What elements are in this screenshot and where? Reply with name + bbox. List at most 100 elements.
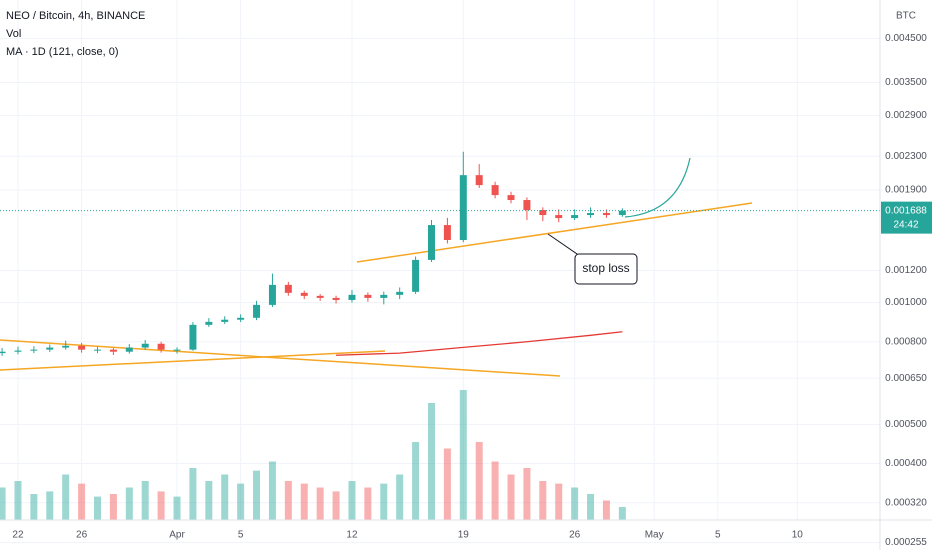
- candle-body: [205, 321, 213, 325]
- candle-body: [173, 349, 181, 351]
- volume-bar: [412, 442, 420, 520]
- y-tick-label: 0.002300: [885, 151, 927, 162]
- volume-bar: [253, 470, 261, 520]
- candle-body: [491, 185, 499, 196]
- volume-bar: [555, 483, 563, 520]
- volume-bar: [364, 487, 372, 520]
- candle-body: [571, 215, 579, 219]
- x-tick-label: 26: [569, 530, 581, 541]
- chart-title: NEO / Bitcoin, 4h, BINANCE: [6, 10, 145, 22]
- candle-body: [93, 349, 101, 351]
- volume-bar: [459, 390, 467, 520]
- candle-body: [284, 284, 292, 293]
- candle-body: [141, 343, 149, 348]
- y-tick-label: 0.002900: [885, 110, 927, 121]
- volume-bar: [78, 483, 86, 520]
- candle-body: [109, 349, 117, 352]
- volume-bar: [189, 468, 197, 520]
- volume-bar: [173, 496, 181, 520]
- candle-body: [555, 215, 563, 219]
- ma-legend: MA · 1D (121, close, 0): [6, 46, 119, 58]
- candle-body: [14, 350, 22, 352]
- volume-bar: [221, 474, 229, 520]
- candle-body: [332, 297, 340, 300]
- volume-bar: [571, 487, 579, 520]
- volume-bar: [0, 487, 6, 520]
- y-tick-label: 0.003500: [885, 77, 927, 88]
- grid: [0, 0, 880, 544]
- candle-body: [427, 225, 435, 260]
- candle-body: [587, 213, 595, 216]
- volume-pane: [0, 390, 626, 520]
- volume-bar: [587, 494, 595, 520]
- y-tick-label: 0.004500: [885, 33, 927, 44]
- volume-bar: [427, 403, 435, 520]
- volume-bar: [237, 483, 245, 520]
- y-tick-label: 0.001900: [885, 184, 927, 195]
- candle-body: [364, 294, 372, 298]
- volume-bar: [93, 496, 101, 520]
- volume-bar: [475, 442, 483, 520]
- candle-body: [316, 295, 324, 298]
- volume-bar: [332, 491, 340, 520]
- countdown-label: 24:42: [893, 219, 918, 230]
- x-tick-label: Apr: [169, 530, 185, 541]
- candle-body: [507, 195, 515, 201]
- volume-bar: [618, 507, 626, 520]
- volume-bar: [396, 474, 404, 520]
- last-price-label: 0.001688: [885, 205, 927, 216]
- volume-legend: Vol: [6, 28, 21, 40]
- volume-bar: [380, 483, 388, 520]
- volume-bar: [125, 487, 133, 520]
- candle-body: [523, 200, 531, 211]
- volume-bar: [141, 481, 149, 520]
- last-price-tag: [881, 201, 932, 234]
- candle-body: [348, 294, 356, 300]
- x-tick-label: 12: [346, 530, 358, 541]
- candle-body: [253, 304, 261, 318]
- candle-body: [189, 324, 197, 350]
- candle-body: [237, 317, 245, 320]
- volume-bar: [539, 481, 547, 520]
- candle-body: [412, 259, 420, 292]
- volume-bar: [284, 481, 292, 520]
- candle-body: [30, 349, 38, 351]
- candle-body: [125, 347, 133, 352]
- y-tick-label: 0.001000: [885, 297, 927, 308]
- volume-bar: [300, 483, 308, 520]
- y-tick-label: 0.000650: [885, 373, 927, 384]
- candle-body: [602, 213, 610, 216]
- y-tick-label: 0.000500: [885, 419, 927, 430]
- volume-bar: [157, 491, 165, 520]
- x-tick-label: 5: [715, 530, 721, 541]
- candle-body: [459, 175, 467, 241]
- candle-body: [78, 345, 86, 350]
- candle-body: [539, 210, 547, 216]
- axes: 0.004500 0.003500 0.002900 0.002300 0.001900…: [12, 33, 932, 548]
- x-tick-label: May: [645, 530, 664, 541]
- candle-body: [396, 291, 404, 295]
- ma-line: [336, 331, 623, 356]
- candle-body: [221, 319, 229, 322]
- candle-body: [475, 175, 483, 186]
- volume-bar: [14, 481, 22, 520]
- candle-body: [157, 343, 165, 350]
- volume-bar: [602, 500, 610, 520]
- candle-body: [300, 292, 308, 296]
- trend-line: [0, 339, 561, 377]
- trend-line: [0, 350, 386, 371]
- volume-bar: [316, 487, 324, 520]
- volume-bar: [491, 461, 499, 520]
- volume-bar: [62, 474, 70, 520]
- volume-bar: [348, 481, 356, 520]
- currency-label: BTC: [896, 11, 916, 22]
- x-tick-label: 5: [238, 530, 244, 541]
- price-pane: [0, 151, 880, 356]
- y-tick-label: 0.001200: [885, 265, 927, 276]
- candle-body: [443, 225, 451, 241]
- candle-body: [268, 284, 276, 305]
- candle-body: [62, 345, 70, 348]
- callout-text: stop loss: [582, 261, 629, 275]
